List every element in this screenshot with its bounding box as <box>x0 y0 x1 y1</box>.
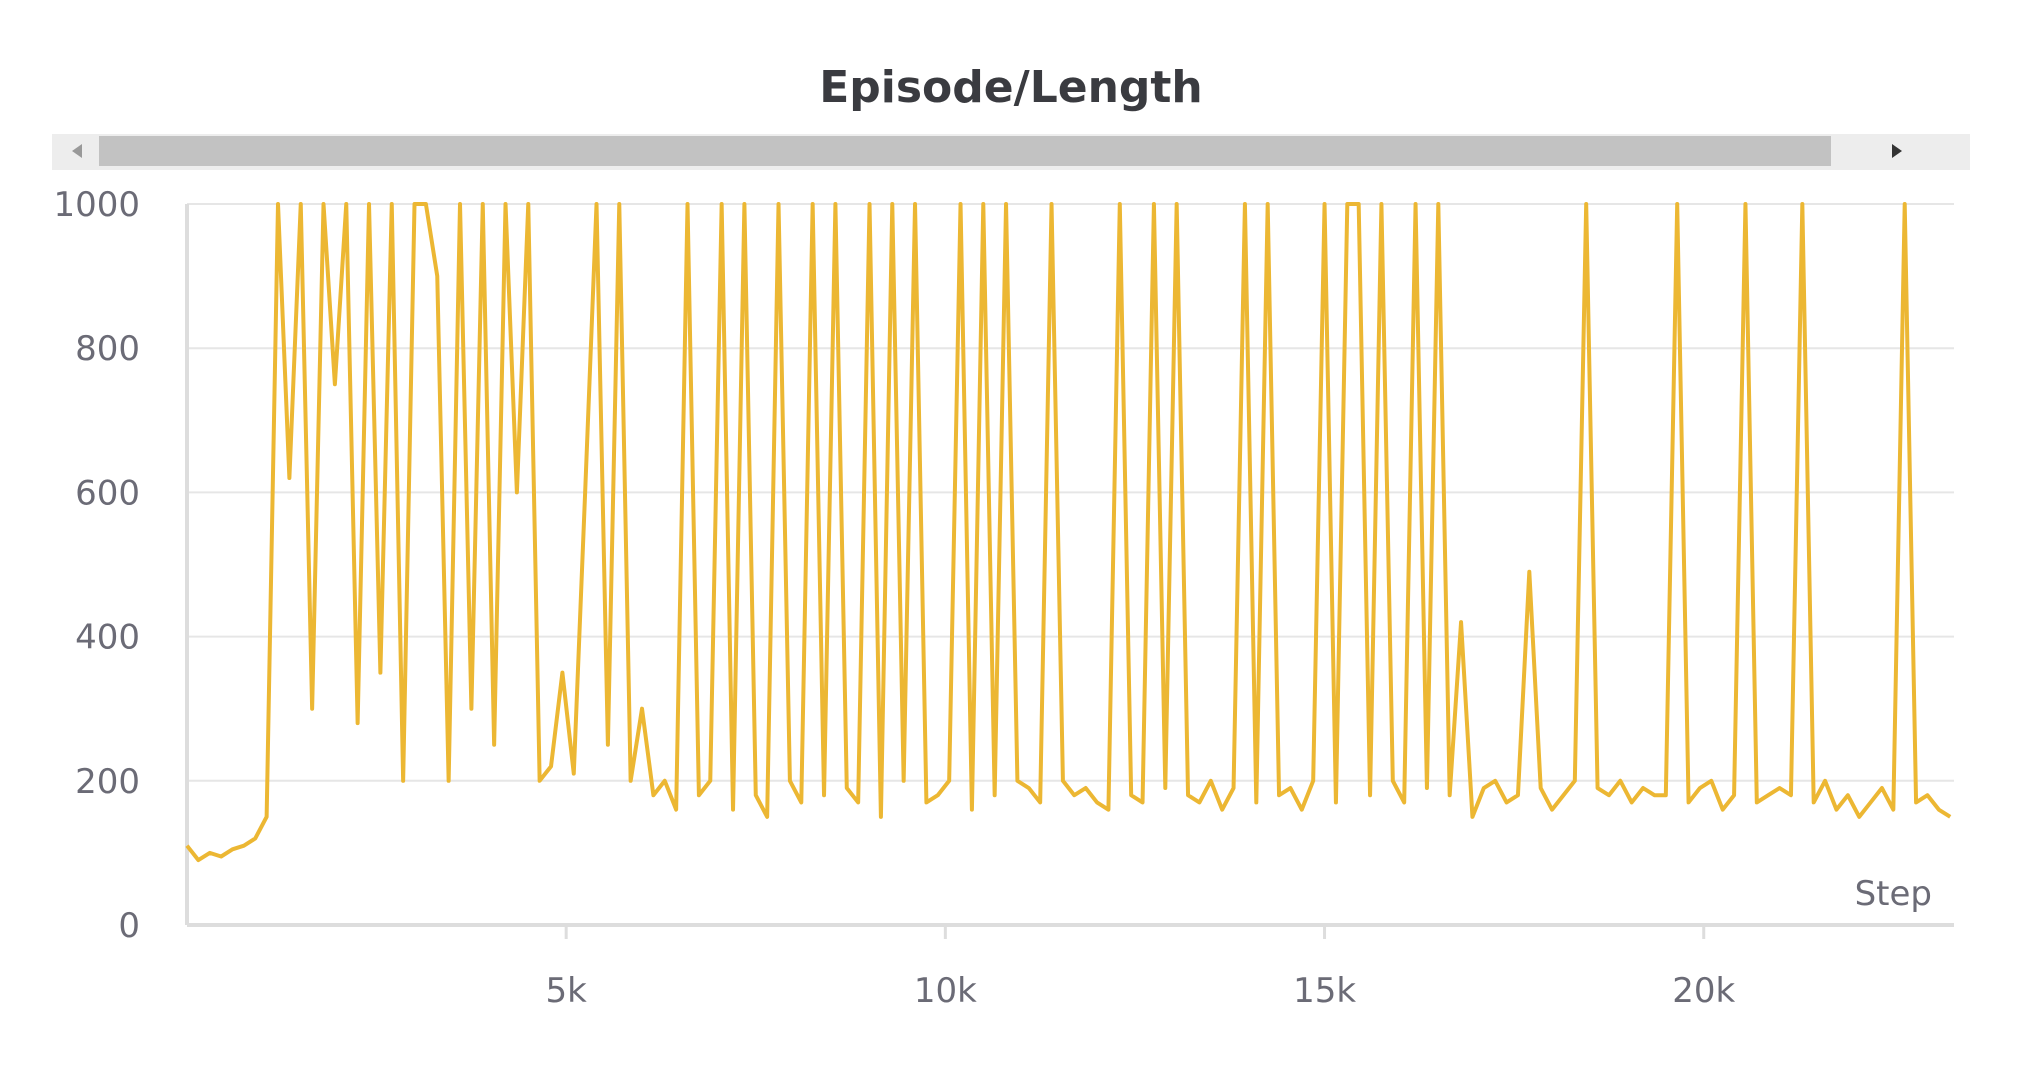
x-tick-label: 5k <box>546 971 588 1011</box>
chart-title: Episode/Length <box>819 62 1203 113</box>
x-tick-label: 20k <box>1672 971 1735 1011</box>
scroll-left[interactable] <box>72 144 82 158</box>
y-tick-label: 400 <box>75 618 140 658</box>
scrollbar-thumb[interactable] <box>99 136 1831 166</box>
y-tick-label: 600 <box>75 473 140 513</box>
y-tick-label: 1000 <box>53 185 140 225</box>
x-axis-label: Step <box>1855 874 1932 914</box>
y-tick-label: 200 <box>75 762 140 802</box>
x-tick-label: 10k <box>914 971 977 1011</box>
series-line <box>185 202 1952 863</box>
y-tick-label: 0 <box>118 906 140 946</box>
scroll-right[interactable] <box>1892 144 1902 158</box>
x-tick-label: 15k <box>1293 971 1356 1011</box>
y-tick-label: 800 <box>75 329 140 369</box>
